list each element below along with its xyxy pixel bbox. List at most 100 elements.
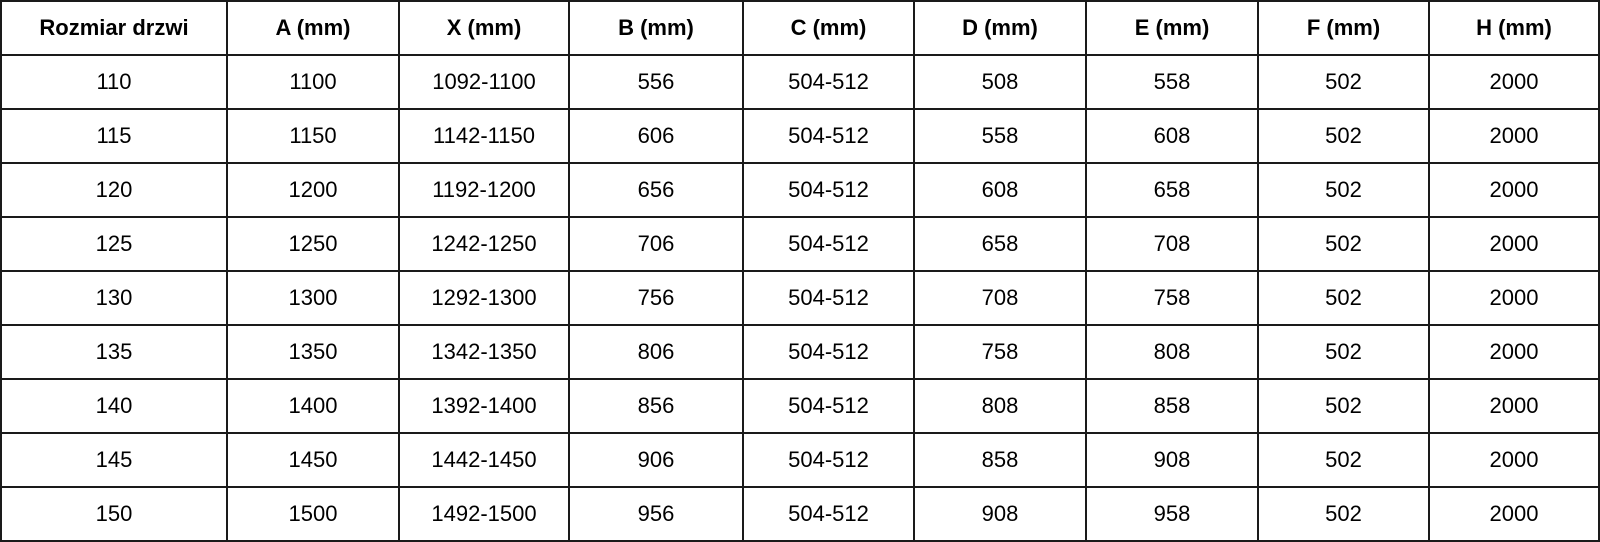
table-cell: 656 [568, 162, 744, 218]
table-cell: 2000 [1428, 162, 1600, 218]
table-cell: 908 [913, 486, 1087, 542]
table-cell: 1092-1100 [398, 54, 570, 110]
table-cell: 502 [1257, 162, 1430, 218]
table-cell: 1442-1450 [398, 432, 570, 488]
table-cell: 502 [1257, 324, 1430, 380]
table-cell: 608 [1085, 108, 1259, 164]
table-cell: 958 [1085, 486, 1259, 542]
table-row: 120 1200 1192-1200 656 504-512 608 658 502 2000 [0, 162, 1600, 218]
table-row: 135 1350 1342-1350 806 504-512 758 808 502 2000 [0, 324, 1600, 380]
table-cell: 502 [1257, 216, 1430, 272]
table-cell: 504-512 [742, 108, 915, 164]
table-cell: 708 [1085, 216, 1259, 272]
table-cell: 2000 [1428, 324, 1600, 380]
table-cell: 504-512 [742, 162, 915, 218]
table-cell: 2000 [1428, 486, 1600, 542]
column-header: C (mm) [742, 0, 915, 56]
table-row: 115 1150 1142-1150 606 504-512 558 608 502 2000 [0, 108, 1600, 164]
column-header: Rozmiar drzwi [0, 0, 228, 56]
table-cell: 1192-1200 [398, 162, 570, 218]
table-cell: 608 [913, 162, 1087, 218]
table-cell: 120 [0, 162, 228, 218]
table-cell: 1250 [226, 216, 400, 272]
table-cell: 1200 [226, 162, 400, 218]
table-cell: 1292-1300 [398, 270, 570, 326]
table-cell: 508 [913, 54, 1087, 110]
table-cell: 756 [568, 270, 744, 326]
table-cell: 150 [0, 486, 228, 542]
table-cell: 808 [913, 378, 1087, 434]
table-cell: 1392-1400 [398, 378, 570, 434]
table-cell: 502 [1257, 486, 1430, 542]
table-cell: 502 [1257, 378, 1430, 434]
table-cell: 504-512 [742, 486, 915, 542]
table-cell: 2000 [1428, 54, 1600, 110]
table-row: 130 1300 1292-1300 756 504-512 708 758 502 2000 [0, 270, 1600, 326]
table-cell: 504-512 [742, 270, 915, 326]
table-cell: 2000 [1428, 432, 1600, 488]
table-cell: 110 [0, 54, 228, 110]
table-cell: 706 [568, 216, 744, 272]
table-cell: 658 [1085, 162, 1259, 218]
table-cell: 758 [913, 324, 1087, 380]
table-row: 110 1100 1092-1100 556 504-512 508 558 502 2000 [0, 54, 1600, 110]
table-cell: 2000 [1428, 216, 1600, 272]
table-row: 145 1450 1442-1450 906 504-512 858 908 502 2000 [0, 432, 1600, 488]
column-header: A (mm) [226, 0, 400, 56]
table-cell: 1150 [226, 108, 400, 164]
column-header: F (mm) [1257, 0, 1430, 56]
table-cell: 504-512 [742, 216, 915, 272]
table-cell: 502 [1257, 270, 1430, 326]
table-cell: 1500 [226, 486, 400, 542]
table-cell: 502 [1257, 432, 1430, 488]
table-cell: 502 [1257, 108, 1430, 164]
table-cell: 504-512 [742, 324, 915, 380]
table-row: 150 1500 1492-1500 956 504-512 908 958 502 2000 [0, 486, 1600, 542]
column-header: B (mm) [568, 0, 744, 56]
table-cell: 1100 [226, 54, 400, 110]
table-cell: 858 [913, 432, 1087, 488]
table-cell: 1342-1350 [398, 324, 570, 380]
table-cell: 1400 [226, 378, 400, 434]
table-cell: 2000 [1428, 270, 1600, 326]
table-cell: 135 [0, 324, 228, 380]
table-cell: 558 [1085, 54, 1259, 110]
table-cell: 906 [568, 432, 744, 488]
column-header: D (mm) [913, 0, 1087, 56]
table-cell: 758 [1085, 270, 1259, 326]
table-cell: 1450 [226, 432, 400, 488]
table-cell: 2000 [1428, 378, 1600, 434]
table-cell: 1350 [226, 324, 400, 380]
table-cell: 808 [1085, 324, 1259, 380]
table-cell: 140 [0, 378, 228, 434]
table-cell: 115 [0, 108, 228, 164]
table-cell: 145 [0, 432, 228, 488]
table-cell: 856 [568, 378, 744, 434]
table-cell: 2000 [1428, 108, 1600, 164]
table-cell: 708 [913, 270, 1087, 326]
table-cell: 125 [0, 216, 228, 272]
table-cell: 130 [0, 270, 228, 326]
table-cell: 504-512 [742, 432, 915, 488]
table-cell: 1142-1150 [398, 108, 570, 164]
table-cell: 1242-1250 [398, 216, 570, 272]
table-cell: 556 [568, 54, 744, 110]
column-header: E (mm) [1085, 0, 1259, 56]
table-cell: 606 [568, 108, 744, 164]
table-cell: 504-512 [742, 54, 915, 110]
table-cell: 1492-1500 [398, 486, 570, 542]
column-header: H (mm) [1428, 0, 1600, 56]
table-cell: 806 [568, 324, 744, 380]
table-cell: 502 [1257, 54, 1430, 110]
table-cell: 558 [913, 108, 1087, 164]
table-cell: 504-512 [742, 378, 915, 434]
table-cell: 858 [1085, 378, 1259, 434]
header-row: Rozmiar drzwi A (mm) X (mm) B (mm) C (mm) D (… [0, 0, 1600, 56]
column-header: X (mm) [398, 0, 570, 56]
table-cell: 956 [568, 486, 744, 542]
table-row: 140 1400 1392-1400 856 504-512 808 858 502 2000 [0, 378, 1600, 434]
table-cell: 908 [1085, 432, 1259, 488]
table-cell: 658 [913, 216, 1087, 272]
table-row: 125 1250 1242-1250 706 504-512 658 708 502 2000 [0, 216, 1600, 272]
